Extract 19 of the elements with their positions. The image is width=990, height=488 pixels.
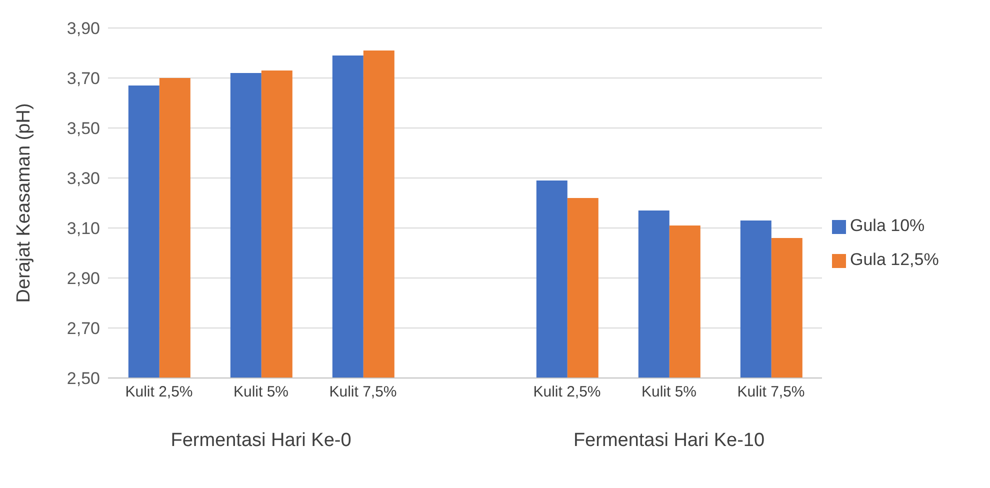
y-axis-title: Derajat Keasaman (pH) (14, 103, 35, 303)
y-tick-label: 2,70 (66, 319, 100, 338)
text: Fermentasi Hari Ke-10 (572, 430, 766, 452)
legend-label: Gula 12,5% (850, 250, 939, 269)
y-tick-label: 3,90 (66, 19, 100, 38)
y-tick-label: 2,50 (66, 369, 100, 388)
y-tick-label: 3,10 (66, 219, 100, 238)
y-tick-label: 2,90 (66, 269, 100, 288)
legend-label: Gula 10% (850, 216, 925, 235)
y-tick-label: 3,50 (66, 119, 100, 138)
x-tick-label: Kulit 7,5% (329, 384, 397, 401)
x-tick-label: Kulit 5% (233, 384, 289, 401)
y-tick-label: 3,70 (66, 69, 100, 88)
x-tick-label: Kulit 7,5% (737, 384, 805, 401)
x-tick-label: Kulit 2,5% (533, 384, 601, 401)
text: Fermentasi Hari Ke-0 (170, 430, 352, 452)
x-tick-label: Kulit 2,5% (125, 384, 193, 401)
y-tick-label: 3,30 (66, 169, 100, 188)
x-tick-label: Kulit 5% (641, 384, 697, 401)
